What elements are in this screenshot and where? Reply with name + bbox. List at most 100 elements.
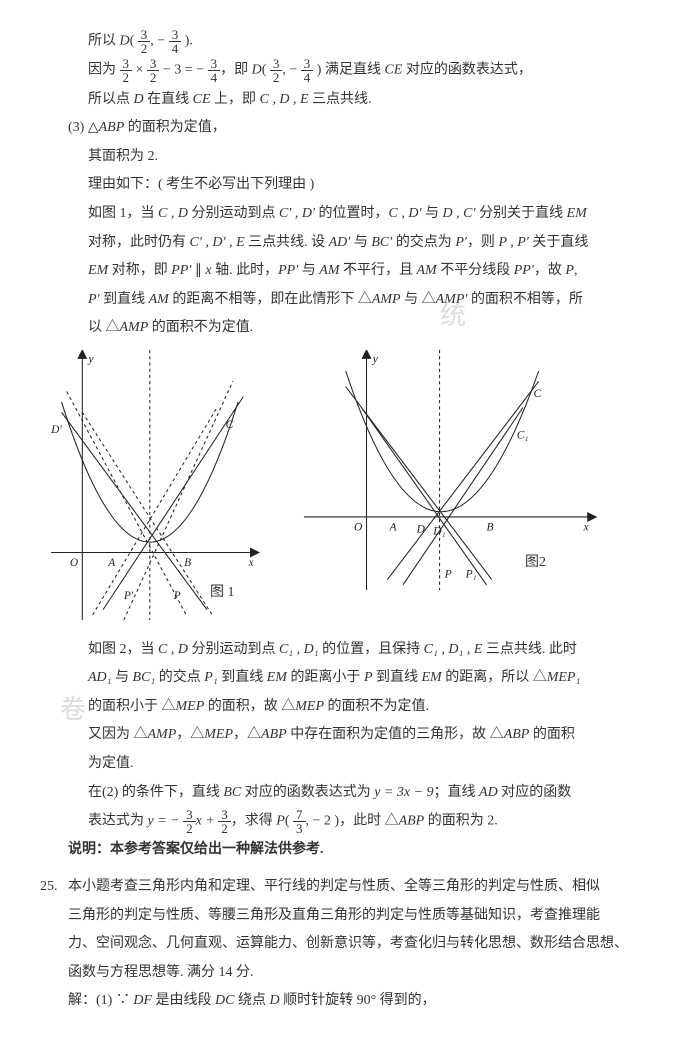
t: 分别关于直线 [476, 206, 567, 221]
lbl: O [354, 521, 363, 533]
d: 2 [218, 822, 231, 835]
v: MEP₁ [547, 670, 581, 685]
t: ；直线 [434, 785, 480, 800]
lbl: C [533, 388, 541, 400]
v: ABP [261, 727, 287, 742]
t: 在(2) 的条件下，直线 [88, 785, 223, 800]
t: − 3 = − [159, 63, 207, 78]
t: 如图 1，当 [88, 206, 158, 221]
question-25: 25. 本小题考查三角形内角和定理、平行线的判定与性质、全等三角形的判定与性质、… [40, 874, 642, 1017]
figure-1: y x O A B C D′ P′ P 图 1 [40, 350, 270, 631]
d: 2 [183, 822, 196, 835]
t: ) 满足直线 [313, 63, 384, 78]
t: 对称，即 [108, 263, 171, 278]
t: , − 2 )，此时 △ [306, 814, 399, 829]
line-6: 理由如下：( 考生不必写出下列理由 ) [40, 172, 642, 199]
t: ，求得 [231, 814, 277, 829]
frac: 32 [120, 57, 133, 84]
frac: 32 [218, 808, 231, 835]
note-line: 说明：本参考答案仅给出一种解法供参考. [40, 837, 642, 864]
lbl: C [226, 419, 234, 431]
lbl: O [70, 557, 78, 569]
v: AMP′ [436, 292, 468, 307]
v: AMP [148, 727, 177, 742]
frac-32: 32 [138, 28, 151, 55]
t: 到直线 [100, 292, 149, 307]
d: 2 [138, 42, 151, 55]
d: 4 [301, 71, 314, 84]
q25-p2: 三角形的判定与性质、等腰三角形及直角三角形的判定与性质等基础知识，考查推理能 [68, 903, 628, 930]
lbl: x [247, 557, 253, 569]
v: P , P′ [498, 235, 528, 250]
fig1-label: 图 1 [210, 580, 235, 607]
v: AM [319, 263, 339, 278]
t: 的面积 [529, 727, 575, 742]
t: 因为 [88, 63, 120, 78]
v: C , D′ [389, 206, 422, 221]
v: ABP [504, 727, 530, 742]
n: 3 [270, 57, 283, 71]
t: 不平分线段 [437, 263, 514, 278]
v: PP′ [171, 263, 191, 278]
v: AD₁ [88, 670, 112, 685]
t: 绕点 [234, 993, 269, 1008]
frac: 32 [147, 57, 160, 84]
v: AMP [120, 320, 149, 335]
fig2-label: 图2 [525, 550, 546, 577]
t: 的距离，所以 △ [442, 670, 547, 685]
v: AD′ [329, 235, 351, 250]
t: 对应的函数 [498, 785, 572, 800]
t: 的面积不为定值. [324, 699, 429, 714]
t: 所以点 [88, 92, 134, 107]
v: MEP [176, 699, 205, 714]
line-14: 的面积小于 △MEP 的面积，故 △MEP 的面积不为定值. [40, 694, 642, 721]
v: y = − [148, 814, 184, 829]
lbl: D₁ [432, 526, 445, 538]
v: C , D [158, 642, 188, 657]
n: 3 [147, 57, 160, 71]
t: ，则 [467, 235, 499, 250]
t: ，故 [534, 263, 566, 278]
d: 2 [270, 71, 283, 84]
line-16: 为定值. [40, 751, 642, 778]
v: C′ , D′ [279, 206, 315, 221]
t: 的面积不相等，所 [467, 292, 583, 307]
v: EM [422, 670, 442, 685]
t: 在直线 [144, 92, 193, 107]
line-5: 其面积为 2. [40, 144, 642, 171]
t: 分别运动到点 [188, 642, 279, 657]
line-7: 如图 1，当 C , D 分别运动到点 C′ , D′ 的位置时，C , D′ … [40, 201, 642, 228]
t: 的距离小于 [287, 670, 364, 685]
v: x + [196, 814, 219, 829]
v: D [269, 993, 279, 1008]
v: BC [223, 785, 241, 800]
d: 2 [147, 71, 160, 84]
t: 又因为 △ [88, 727, 148, 742]
t: 三点共线. 设 [245, 235, 329, 250]
v: ABP [99, 120, 125, 135]
lbl: B [487, 521, 494, 533]
lbl: D′ [50, 424, 62, 436]
figure-2: y x O A B C C₁ D D₁ P P₁ 图2 [300, 350, 600, 631]
t: 的交点 [155, 670, 204, 685]
v: AMP [372, 292, 401, 307]
d: 4 [169, 42, 182, 55]
t: 与 [112, 670, 133, 685]
t: (3) △ [68, 120, 99, 135]
line-12: 如图 2，当 C , D 分别运动到点 C₁ , D₁ 的位置，且保持 C₁ ,… [40, 637, 642, 664]
t: 中存在面积为定值的三角形，故 △ [287, 727, 504, 742]
frac: 73 [293, 808, 306, 835]
q25-p1: 本小题考查三角形内角和定理、平行线的判定与性质、全等三角形的判定与性质、相似 [68, 874, 628, 901]
t: 到直线 [373, 670, 422, 685]
d: 4 [208, 71, 221, 84]
lbl: B [184, 557, 191, 569]
t: , − [150, 34, 168, 49]
line-13: AD₁ 与 BC₁ 的交点 P₁ 到直线 EM 的距离小于 P 到直线 EM 的… [40, 665, 642, 692]
line-9: EM 对称，即 PP′ ∥ x 轴. 此时，PP′ 与 AM 不平行，且 AM … [40, 258, 642, 285]
n: 3 [301, 57, 314, 71]
t: 轴. 此时， [212, 263, 279, 278]
v: C , D , E [260, 92, 309, 107]
v: P′ [455, 235, 467, 250]
t: 与 [298, 263, 319, 278]
v: AD [479, 785, 498, 800]
